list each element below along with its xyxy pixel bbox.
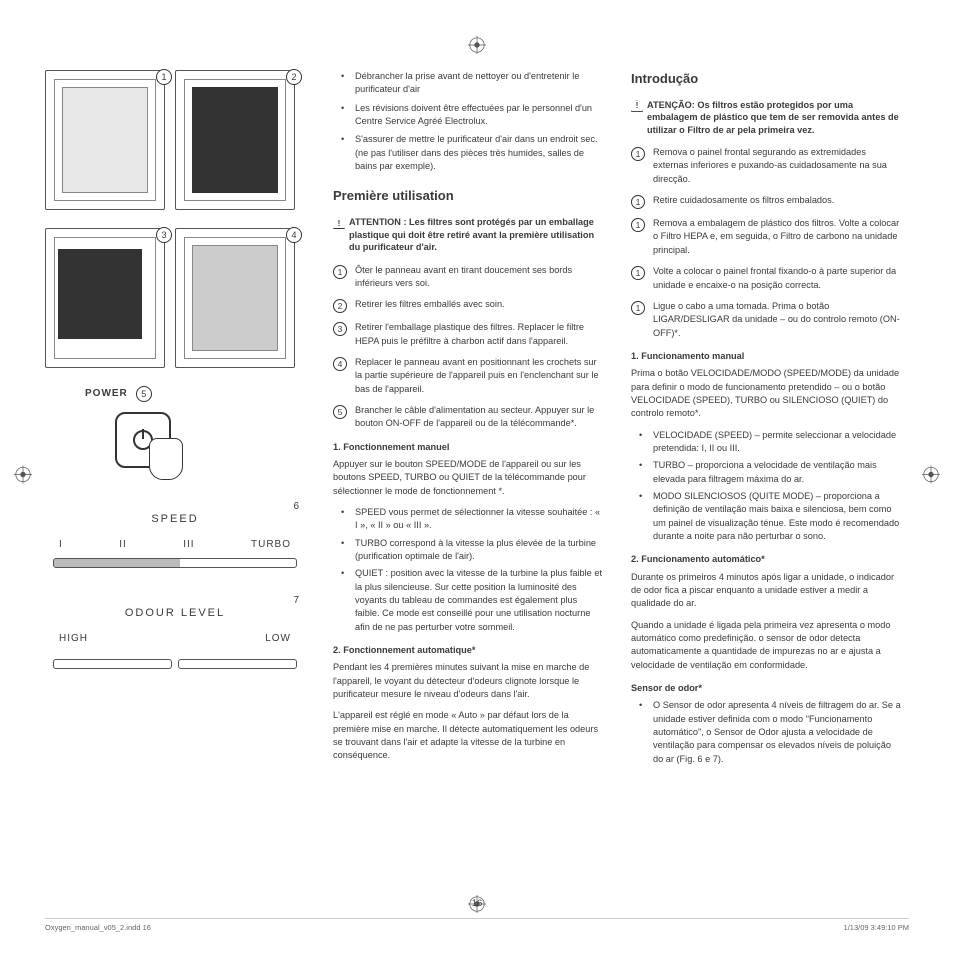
fr-manual-intro: Appuyer sur le bouton SPEED/MODE de l'ap… <box>333 458 603 498</box>
odour-bar <box>53 659 172 669</box>
step-number: 1 <box>631 195 645 209</box>
pt-auto-p2: Quando a unidade é ligada pela primeira … <box>631 619 901 672</box>
list-item: SPEED vous permet de sélectionner la vit… <box>345 506 603 533</box>
step-text: Remova o painel frontal segurando as ext… <box>653 146 901 186</box>
figure-badge: 4 <box>286 227 302 243</box>
step-text: Volte a colocar o painel frontal fixando… <box>653 265 901 292</box>
odour-title: ODOUR LEVEL <box>53 606 297 622</box>
step-text: Remova a embalagem de plástico dos filtr… <box>653 217 901 257</box>
bullet-item: Les révisions doivent être effectuées pa… <box>345 102 603 129</box>
speed-mark: II <box>119 538 127 553</box>
pt-sensor-list: O Sensor de odor apresenta 4 níveis de f… <box>631 699 901 766</box>
page-number: 16 <box>472 898 483 909</box>
step-number: 5 <box>333 405 347 419</box>
step-number: 1 <box>631 218 645 232</box>
figure-2: 2 <box>175 70 295 210</box>
fr-manual-list: SPEED vous permet de sélectionner la vit… <box>333 506 603 634</box>
pt-manual-intro: Prima o botão VELOCIDADE/MODO (SPEED/MOD… <box>631 367 901 420</box>
fr-steps: 1 Ôter le panneau avant en tirant douceme… <box>333 264 603 431</box>
pt-manual-list: VELOCIDADE (SPEED) – permite seleccionar… <box>631 429 901 544</box>
warning-icon: ! <box>333 217 345 229</box>
fr-auto-p1: Pendant les 4 premières minutes suivant … <box>333 661 603 701</box>
figure-badge: 5 <box>136 386 152 402</box>
pt-auto-head: 2. Funcionamento automático* <box>631 553 901 566</box>
page-content: 1 2 3 4 POWER 5 <box>0 0 954 821</box>
figure-6-speed: 6 SPEED I II III TURBO <box>45 502 305 584</box>
figure-number: 7 <box>293 594 299 609</box>
odour-low-label: LOW <box>265 632 291 647</box>
pt-warning: ! ATENÇÃO: Os filtros estão protegidos p… <box>631 99 901 136</box>
figure-5-power: POWER 5 <box>85 386 305 402</box>
step-text: Ôter le panneau avant en tirant doucemen… <box>355 264 603 291</box>
step-number: 1 <box>333 265 347 279</box>
step-number: 1 <box>631 301 645 315</box>
footer-file: Oxygen_manual_v05_2.indd 16 <box>45 923 151 932</box>
pt-auto-p1: Durante os primeiros 4 minutos após liga… <box>631 571 901 611</box>
pt-warning-text: ATENÇÃO: Os filtros estão protegidos por… <box>647 99 901 136</box>
speed-bar <box>53 558 297 568</box>
figure-1: 1 <box>45 70 165 210</box>
fr-safety-bullets: Débrancher la prise avant de nettoyer ou… <box>333 70 603 173</box>
figure-number: 6 <box>293 500 299 515</box>
hand-icon <box>149 438 183 480</box>
speed-mark: I <box>59 538 63 553</box>
power-button-illustration <box>115 412 171 468</box>
crop-mark-top <box>468 36 486 59</box>
bullet-item: Débrancher la prise avant de nettoyer ou… <box>345 70 603 97</box>
step-text: Brancher le câble d'alimentation au sect… <box>355 404 603 431</box>
step-text: Retire cuidadosamente os filtros embalad… <box>653 194 834 209</box>
figure-badge: 2 <box>286 69 302 85</box>
step-number: 3 <box>333 322 347 336</box>
figure-badge: 3 <box>156 227 172 243</box>
figure-3: 3 <box>45 228 165 368</box>
speed-mark: TURBO <box>251 538 291 553</box>
figure-4: 4 <box>175 228 295 368</box>
step-number: 1 <box>631 266 645 280</box>
figure-7-odour: 7 ODOUR LEVEL HIGH LOW <box>45 596 305 684</box>
fr-auto-p2: L'appareil est réglé en mode « Auto » pa… <box>333 709 603 762</box>
bullet-item: S'assurer de mettre le purificateur d'ai… <box>345 133 603 173</box>
list-item: QUIET : position avec la vitesse de la t… <box>345 567 603 634</box>
pt-heading: Introdução <box>631 70 901 89</box>
odour-bar <box>178 659 297 669</box>
step-text: Retirer l'emballage plastique des filtre… <box>355 321 603 348</box>
pt-sensor-head: Sensor de odor* <box>631 682 901 695</box>
fr-auto-head: 2. Fonctionnement automatique* <box>333 644 603 657</box>
fr-warning: ! ATTENTION : Les filtres sont protégés … <box>333 216 603 253</box>
fr-manual-head: 1. Fonctionnement manuel <box>333 441 603 454</box>
pt-steps: 1 Remova o painel frontal segurando as ex… <box>631 146 901 340</box>
footer-timestamp: 1/13/09 3:49:10 PM <box>844 923 909 932</box>
list-item: TURBO – proporciona a velocidade de vent… <box>643 459 901 486</box>
speed-title: SPEED <box>53 512 297 528</box>
french-column: Débrancher la prise avant de nettoyer ou… <box>333 70 603 771</box>
odour-high-label: HIGH <box>59 632 88 647</box>
step-text: Ligue o cabo a uma tomada. Prima o botão… <box>653 300 901 340</box>
power-label: POWER <box>85 387 128 402</box>
step-number: 4 <box>333 357 347 371</box>
crop-mark-left <box>14 466 32 489</box>
list-item: MODO SILENCIOSOS (QUITE MODE) – proporci… <box>643 490 901 543</box>
portuguese-column: Introdução ! ATENÇÃO: Os filtros estão p… <box>631 70 901 771</box>
fr-heading: Première utilisation <box>333 187 603 206</box>
fr-warning-text: ATTENTION : Les filtres sont protégés pa… <box>349 216 603 253</box>
speed-mark: III <box>183 538 194 553</box>
figure-badge: 1 <box>156 69 172 85</box>
pt-manual-head: 1. Funcionamento manual <box>631 350 901 363</box>
step-text: Retirer les filtres emballés avec soin. <box>355 298 505 313</box>
crop-mark-right <box>922 466 940 489</box>
step-number: 2 <box>333 299 347 313</box>
illustrations-column: 1 2 3 4 POWER 5 <box>45 70 305 771</box>
warning-icon: ! <box>631 100 643 112</box>
step-number: 1 <box>631 147 645 161</box>
list-item: TURBO correspond à la vitesse la plus él… <box>345 537 603 564</box>
step-text: Replacer le panneau avant en positionnan… <box>355 356 603 396</box>
list-item: VELOCIDADE (SPEED) – permite seleccionar… <box>643 429 901 456</box>
print-footer: Oxygen_manual_v05_2.indd 16 1/13/09 3:49… <box>45 918 909 932</box>
list-item: O Sensor de odor apresenta 4 níveis de f… <box>643 699 901 766</box>
